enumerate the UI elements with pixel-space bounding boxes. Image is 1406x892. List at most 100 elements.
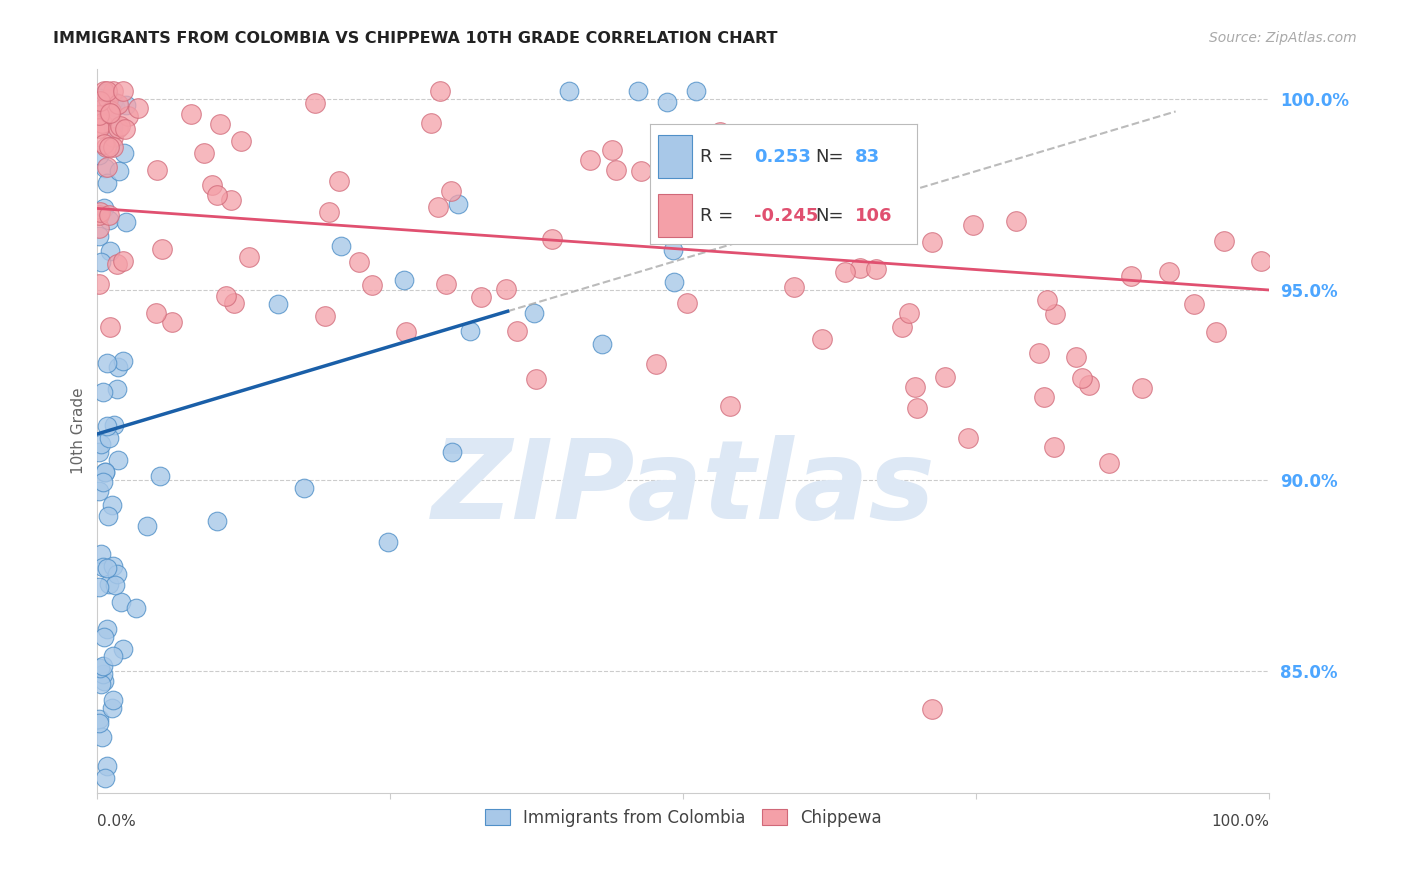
Point — [96, 561, 118, 575]
Point — [103, 417, 125, 432]
Point — [834, 265, 856, 279]
Point — [104, 99, 127, 113]
Point — [904, 379, 927, 393]
Point — [1212, 235, 1234, 249]
Point — [330, 238, 353, 252]
Text: ZIPatlas: ZIPatlas — [432, 435, 935, 542]
Point — [135, 518, 157, 533]
Point — [87, 445, 110, 459]
Point — [602, 143, 624, 157]
Text: R =: R = — [700, 207, 734, 225]
Point — [98, 106, 121, 120]
Point — [193, 145, 215, 160]
Point — [891, 319, 914, 334]
Point — [145, 162, 167, 177]
Point — [934, 369, 956, 384]
Point — [97, 140, 120, 154]
Point — [662, 243, 685, 257]
Point — [89, 205, 111, 219]
Point — [98, 105, 121, 120]
Point — [103, 95, 125, 109]
Point — [91, 730, 114, 744]
Point — [314, 310, 336, 324]
Point — [114, 122, 136, 136]
Point — [107, 359, 129, 374]
Point — [87, 221, 110, 235]
Point — [1077, 378, 1099, 392]
Point — [957, 431, 980, 445]
Text: 100.0%: 100.0% — [1212, 814, 1270, 830]
Point — [101, 692, 124, 706]
Point — [100, 498, 122, 512]
Point — [1064, 351, 1087, 365]
Point — [96, 622, 118, 636]
Point — [93, 93, 115, 107]
Point — [89, 119, 111, 133]
Point — [149, 468, 172, 483]
Point — [87, 229, 110, 244]
Point — [686, 147, 709, 161]
Point — [103, 649, 125, 664]
Point — [89, 277, 111, 292]
Point — [222, 296, 245, 310]
Point — [209, 117, 232, 131]
Point — [91, 559, 114, 574]
Text: N=: N= — [815, 148, 844, 166]
Point — [97, 208, 120, 222]
Point — [685, 84, 707, 98]
Point — [104, 578, 127, 592]
Point — [921, 235, 943, 249]
Point — [810, 332, 832, 346]
Text: R =: R = — [700, 148, 734, 166]
Text: IMMIGRANTS FROM COLOMBIA VS CHIPPEWA 10TH GRADE CORRELATION CHART: IMMIGRANTS FROM COLOMBIA VS CHIPPEWA 10T… — [53, 31, 778, 46]
Text: 106: 106 — [855, 207, 893, 225]
Point — [1250, 253, 1272, 268]
Point — [591, 337, 613, 351]
Point — [96, 759, 118, 773]
Point — [112, 354, 135, 368]
Point — [266, 297, 288, 311]
Point — [93, 630, 115, 644]
Point — [775, 191, 797, 205]
Point — [90, 547, 112, 561]
Point — [127, 101, 149, 115]
Point — [526, 372, 548, 386]
Point — [93, 84, 115, 98]
Point — [905, 401, 928, 415]
Point — [96, 419, 118, 434]
Point — [1182, 297, 1205, 311]
Point — [440, 445, 463, 459]
Point — [865, 261, 887, 276]
Point — [89, 94, 111, 108]
Point — [392, 273, 415, 287]
Point — [1157, 265, 1180, 279]
Point — [429, 84, 451, 98]
Point — [87, 108, 110, 122]
Point — [91, 666, 114, 681]
Point — [605, 162, 627, 177]
Point — [709, 125, 731, 139]
Point — [94, 465, 117, 479]
Point — [630, 164, 652, 178]
Point — [101, 140, 124, 154]
Point — [1042, 440, 1064, 454]
Point — [434, 277, 457, 292]
Point — [89, 99, 111, 113]
Point — [152, 242, 174, 256]
Point — [377, 535, 399, 549]
Point — [898, 306, 921, 320]
Point — [1097, 456, 1119, 470]
Point — [97, 508, 120, 523]
Point — [114, 98, 136, 112]
Point — [440, 184, 463, 198]
Point — [579, 153, 602, 168]
Point — [87, 712, 110, 726]
Point — [90, 437, 112, 451]
Point — [506, 324, 529, 338]
Point — [361, 278, 384, 293]
Point — [921, 702, 943, 716]
Point — [87, 715, 110, 730]
Point — [93, 201, 115, 215]
Point — [90, 116, 112, 130]
Bar — [658, 135, 693, 178]
